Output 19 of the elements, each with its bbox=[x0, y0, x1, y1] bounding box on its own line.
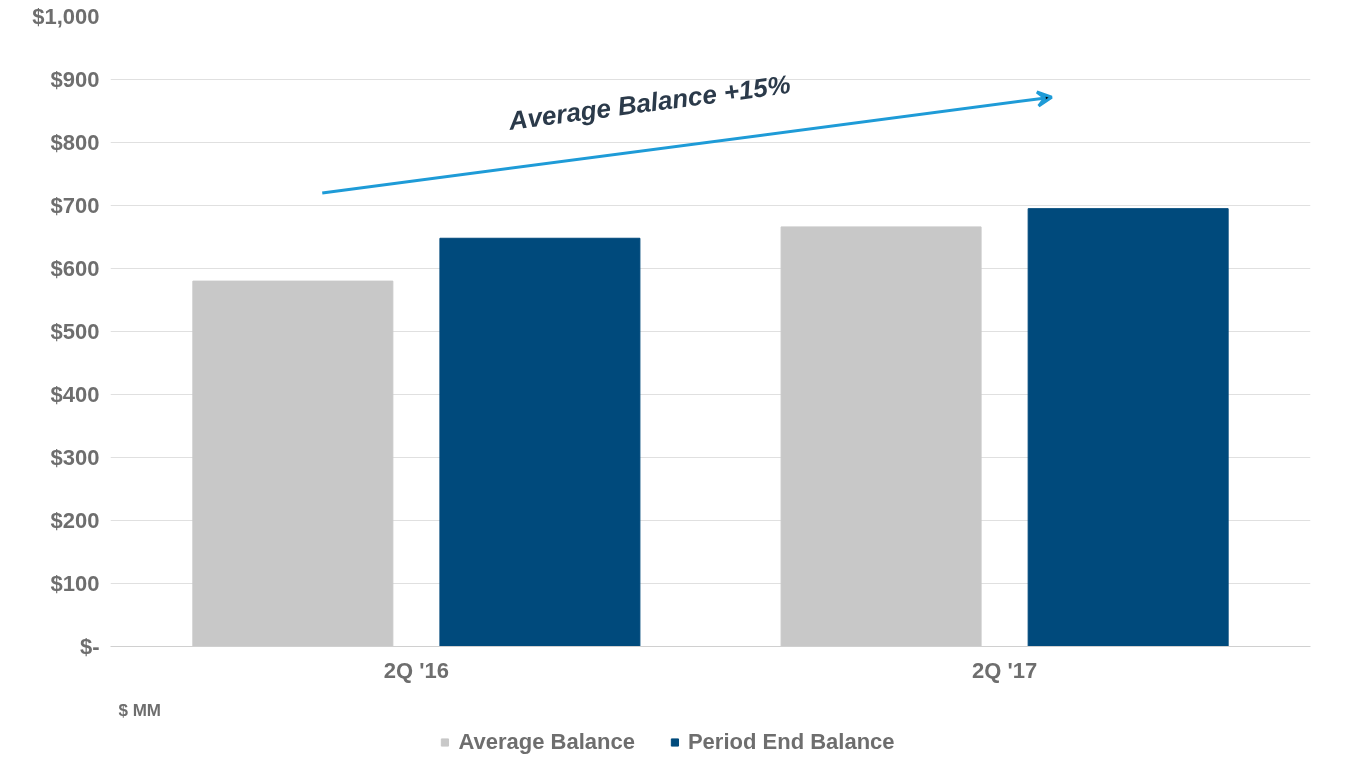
text: $ MM bbox=[118, 701, 161, 720]
y-tick-label: $900 bbox=[50, 67, 100, 92]
y-tick-label: $500 bbox=[50, 319, 100, 344]
y-tick-label: $100 bbox=[50, 571, 100, 596]
bar bbox=[439, 237, 641, 647]
x-tick-label: 2Q '16 bbox=[383, 657, 449, 683]
y-tick-label: $1,000 bbox=[32, 4, 100, 29]
y-tick-label: $- bbox=[79, 634, 100, 659]
y-tick-label: $800 bbox=[50, 130, 100, 155]
x-tick-label: 2Q '17 bbox=[972, 657, 1038, 683]
y-tick-label: $700 bbox=[50, 193, 100, 218]
y-tick-label: $200 bbox=[50, 508, 100, 533]
y-tick-label: $400 bbox=[50, 382, 100, 407]
y-tick-label: $300 bbox=[50, 445, 100, 470]
bar bbox=[1027, 208, 1229, 647]
legend-label: Period End Balance bbox=[687, 729, 895, 755]
legend-label: Average Balance bbox=[458, 729, 635, 755]
y-tick-label: $600 bbox=[50, 256, 100, 281]
annotation: Average Balance +15% bbox=[505, 69, 793, 136]
